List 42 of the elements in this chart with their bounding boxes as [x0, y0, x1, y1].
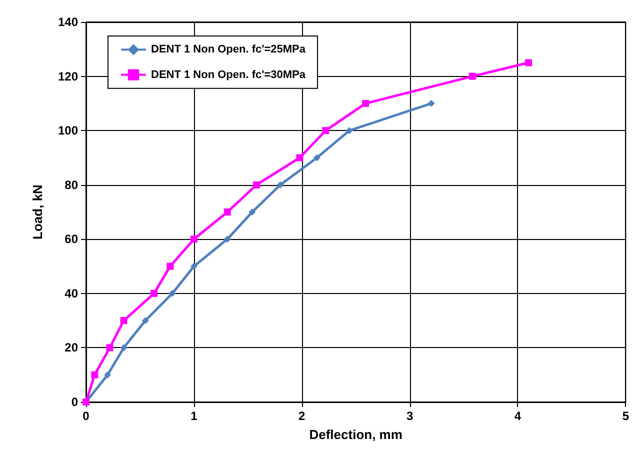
y-tick-label: 120 — [58, 69, 78, 84]
y-tick-label: 80 — [64, 178, 78, 192]
point — [362, 100, 370, 107]
y-tick-label: 100 — [58, 124, 78, 138]
point — [142, 317, 149, 324]
y-tick-label: 0 — [71, 395, 78, 409]
point — [91, 371, 98, 378]
point — [106, 344, 114, 352]
x-tick-label: 0 — [82, 409, 90, 423]
point — [428, 100, 435, 107]
point — [224, 208, 231, 216]
point — [104, 371, 112, 378]
x-tick-label: 3 — [406, 409, 414, 423]
point — [253, 181, 260, 188]
y-tick-label: 60 — [64, 232, 78, 246]
y-tick-label: 140 — [58, 15, 78, 29]
point — [150, 290, 158, 297]
point — [313, 154, 320, 162]
x-axis-title: Deflection, mm — [309, 427, 402, 442]
x-tick-label: 5 — [622, 409, 630, 423]
point — [276, 181, 284, 188]
point — [190, 262, 198, 270]
point — [322, 127, 330, 134]
point — [168, 290, 176, 297]
point — [166, 262, 174, 270]
point — [525, 59, 532, 66]
x-tick-label: 1 — [190, 409, 198, 423]
y-tick-label: 40 — [64, 286, 78, 300]
point — [224, 236, 231, 243]
point — [248, 208, 256, 216]
y-axis-title: Load, kN — [30, 184, 45, 240]
point — [120, 317, 128, 324]
point — [120, 344, 128, 352]
x-tick-label: 4 — [514, 409, 522, 423]
point — [190, 236, 198, 243]
point — [346, 127, 353, 134]
point — [468, 72, 476, 80]
legend-label: DENT 1 Non Open. fc'=30MPa — [151, 68, 306, 81]
point — [296, 154, 304, 162]
legend-label: DENT 1 Non Open. fc'=25MPa — [151, 44, 306, 56]
x-tick-label: 2 — [298, 409, 306, 423]
y-tick-label: 20 — [64, 340, 78, 355]
